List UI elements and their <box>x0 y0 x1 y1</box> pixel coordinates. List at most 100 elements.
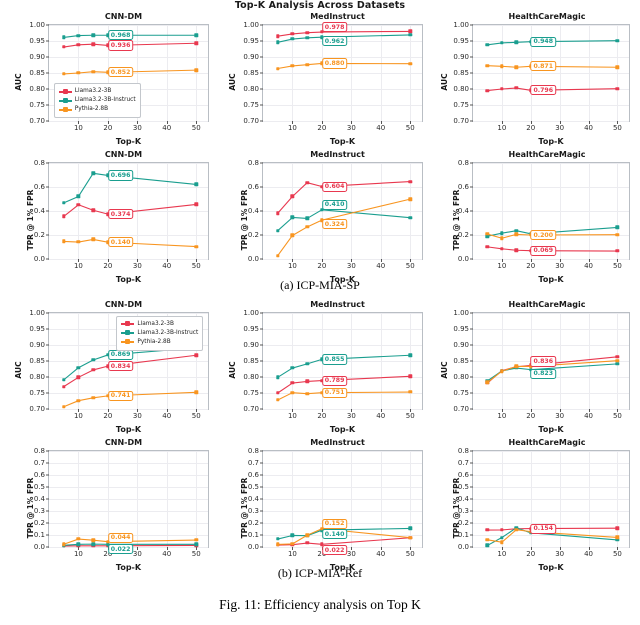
x-tick-mark <box>559 409 561 412</box>
y-gridline <box>49 313 208 314</box>
data-point-marker <box>615 535 620 540</box>
data-point-marker <box>91 208 95 212</box>
x-tick-mark <box>196 409 198 412</box>
y-tick-label: 0.8 <box>33 447 45 455</box>
y-tick-mark <box>46 210 49 212</box>
data-point-marker <box>276 66 280 71</box>
y-gridline <box>49 259 208 260</box>
legend-item[interactable]: Pythia-2.8B <box>58 105 136 114</box>
y-tick-mark <box>260 104 263 106</box>
value-annotation: 0.152 <box>321 518 348 529</box>
y-gridline <box>263 451 422 452</box>
data-point-marker <box>514 526 519 530</box>
y-tick-label: 1.00 <box>453 21 469 29</box>
x-tick-label: 50 <box>191 412 201 420</box>
data-point-marker <box>305 225 309 229</box>
legend-item[interactable]: Pythia-2.8B <box>121 338 198 347</box>
x-tick-mark <box>410 259 412 262</box>
data-point-marker <box>305 391 309 396</box>
legend-swatch-icon <box>58 88 72 94</box>
y-tick-label: 0.80 <box>453 373 469 381</box>
y-gridline <box>49 463 208 464</box>
value-annotation: 0.374 <box>107 209 134 220</box>
data-point-marker <box>290 233 295 238</box>
y-gridline <box>473 187 629 188</box>
data-point-marker <box>320 542 324 547</box>
x-tick-label: 30 <box>346 550 356 558</box>
x-gridline <box>166 451 168 547</box>
x-axis-label: Top-K <box>538 425 564 434</box>
x-axis-label: Top-K <box>538 563 564 572</box>
x-tick-mark <box>351 547 353 550</box>
x-axis-label: Top-K <box>115 563 142 572</box>
y-tick-mark <box>470 40 473 42</box>
x-tick-label: 20 <box>526 124 536 132</box>
y-tick-label: 0.3 <box>457 507 469 515</box>
data-point-marker <box>194 41 198 45</box>
y-tick-label: 0.6 <box>457 183 469 191</box>
x-tick-label: 50 <box>405 124 415 132</box>
y-tick-mark <box>46 510 49 512</box>
x-tick-label: 50 <box>405 412 415 420</box>
legend-swatch-icon <box>121 330 135 336</box>
y-tick-label: 0.70 <box>29 117 45 125</box>
chart-panel-sp-tpr-medinstruct: MedInstruct TPR @ 1% FPR Top-K 0.0 0.2 0.4 0.6… <box>222 150 427 290</box>
data-point-marker <box>276 34 280 38</box>
data-point-marker <box>62 384 66 389</box>
chart-panel-ref-tpr-cnndm: CNN-DM TPR @ 1% FPR Top-K 0.0 0.1 0.2 0.3 0.4 0.… <box>8 438 213 578</box>
x-gridline <box>530 451 532 547</box>
x-gridline <box>588 313 590 409</box>
x-tick-mark <box>588 121 590 124</box>
x-tick-mark <box>292 409 294 412</box>
x-gridline <box>588 163 590 259</box>
x-axis-label: Top-K <box>329 275 356 284</box>
x-tick-mark <box>617 547 619 550</box>
data-point-marker <box>305 180 309 185</box>
data-point-marker <box>514 86 519 90</box>
x-axis-label: Top-K <box>115 425 142 434</box>
x-tick-mark <box>78 121 80 124</box>
x-axis-label: Top-K <box>538 275 564 284</box>
value-annotation: 0.022 <box>107 544 134 555</box>
x-tick-mark <box>530 121 532 124</box>
y-gridline <box>49 487 208 488</box>
x-tick-mark <box>559 547 561 550</box>
y-gridline <box>49 451 208 452</box>
y-tick-mark <box>470 88 473 90</box>
y-gridline <box>49 523 208 524</box>
legend-item[interactable]: Llama3.2-3B <box>58 87 136 96</box>
data-point-marker <box>194 542 198 547</box>
y-tick-label: 0.4 <box>457 207 469 215</box>
legend-item[interactable]: Llama3.2-3B-Instruct <box>58 96 136 105</box>
y-tick-label: 0.70 <box>453 405 469 413</box>
x-tick-label: 30 <box>555 412 565 420</box>
legend-item[interactable]: Llama3.2-3B-Instruct <box>121 329 198 338</box>
y-tick-mark <box>46 474 49 476</box>
y-tick-label: 0.85 <box>243 69 259 77</box>
y-tick-label: 0.5 <box>247 483 259 491</box>
x-tick-label: 40 <box>584 124 594 132</box>
legend-item[interactable]: Llama3.2-3B <box>121 320 198 329</box>
y-tick-label: 0.80 <box>453 85 469 93</box>
y-tick-label: 0.85 <box>243 357 259 365</box>
x-tick-label: 50 <box>405 550 415 558</box>
y-axis-label: AUC <box>440 361 450 379</box>
y-tick-label: 1.00 <box>29 309 45 317</box>
x-tick-mark <box>107 121 109 124</box>
data-point-marker <box>485 234 490 238</box>
y-tick-label: 0.75 <box>29 389 45 397</box>
x-tick-label: 10 <box>73 412 83 420</box>
y-tick-mark <box>470 234 473 236</box>
data-point-marker <box>305 36 309 40</box>
data-point-marker <box>76 71 81 75</box>
y-tick-label: 0.8 <box>247 447 259 455</box>
panel-title: CNN-DM <box>104 438 143 447</box>
x-tick-mark <box>351 259 353 262</box>
x-tick-label: 40 <box>376 262 386 270</box>
data-point-marker <box>276 253 280 258</box>
y-tick-label: 0.8 <box>247 159 259 167</box>
y-gridline <box>263 409 422 410</box>
data-point-marker <box>91 70 95 74</box>
value-annotation: 0.751 <box>321 387 348 398</box>
chart-panel-sp-tpr-healthcaremagic: HealthCareMagic TPR @ 1% FPR Top-K 0.0 0.2 0.… <box>434 150 634 290</box>
